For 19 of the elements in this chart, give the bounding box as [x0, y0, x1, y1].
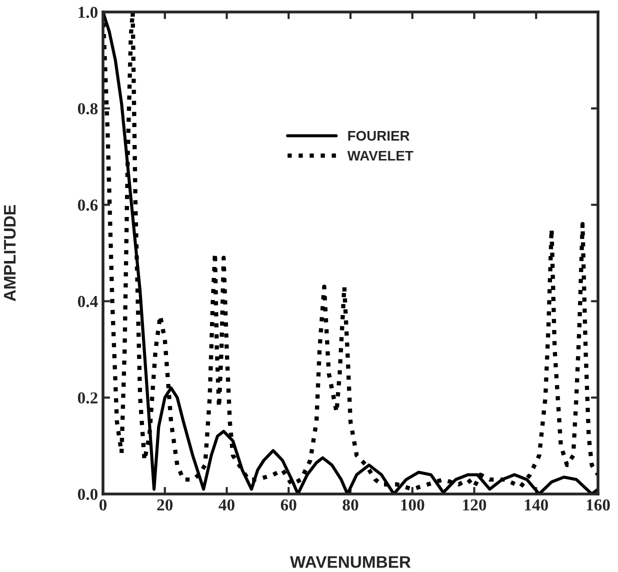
y-axis-title: AMPLITUDE [4, 205, 16, 302]
x-tick-label: 100 [401, 499, 424, 511]
y-tick-label: 0.8 [78, 103, 98, 114]
y-tick-label: 0.6 [78, 200, 98, 211]
y-tick-label: 0.2 [78, 392, 98, 404]
y-tick-label: 1.0 [78, 6, 98, 18]
x-tick-label: 20 [157, 499, 173, 511]
legend-label: FOURIER [348, 130, 410, 141]
x-axis-title: WAVENUMBER [290, 556, 411, 568]
x-tick-label: 0 [99, 499, 107, 511]
x-tick-label: 120 [463, 499, 486, 511]
x-tick-label: 80 [342, 499, 358, 511]
x-tick-label: 60 [280, 499, 296, 511]
x-tick-label: 40 [218, 499, 234, 511]
y-tick-label: 0.0 [78, 488, 98, 500]
y-tick-label: 0.4 [78, 296, 98, 308]
x-tick-label: 140 [524, 499, 548, 511]
x-tick-label: 160 [586, 499, 610, 511]
legend-label: WAVELET [347, 150, 414, 160]
